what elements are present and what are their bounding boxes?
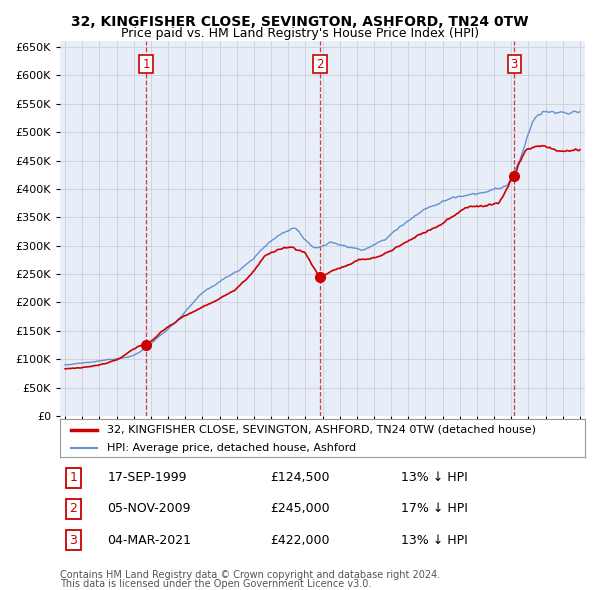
Text: 1: 1 [69,471,77,484]
Text: 2: 2 [316,57,323,71]
Text: 17% ↓ HPI: 17% ↓ HPI [401,502,468,516]
Text: 17-SEP-1999: 17-SEP-1999 [107,471,187,484]
Text: £124,500: £124,500 [270,471,329,484]
Text: 1: 1 [142,57,150,71]
Text: 2: 2 [69,502,77,516]
Text: 32, KINGFISHER CLOSE, SEVINGTON, ASHFORD, TN24 0TW: 32, KINGFISHER CLOSE, SEVINGTON, ASHFORD… [71,15,529,30]
Text: 13% ↓ HPI: 13% ↓ HPI [401,533,468,546]
Text: This data is licensed under the Open Government Licence v3.0.: This data is licensed under the Open Gov… [60,579,371,589]
Text: 32, KINGFISHER CLOSE, SEVINGTON, ASHFORD, TN24 0TW (detached house): 32, KINGFISHER CLOSE, SEVINGTON, ASHFORD… [107,425,536,435]
Text: 04-MAR-2021: 04-MAR-2021 [107,533,191,546]
Text: HPI: Average price, detached house, Ashford: HPI: Average price, detached house, Ashf… [107,442,356,453]
Text: £422,000: £422,000 [270,533,329,546]
Text: 05-NOV-2009: 05-NOV-2009 [107,502,191,516]
Text: Contains HM Land Registry data © Crown copyright and database right 2024.: Contains HM Land Registry data © Crown c… [60,570,440,580]
Text: £245,000: £245,000 [270,502,329,516]
Text: 3: 3 [69,533,77,546]
Text: Price paid vs. HM Land Registry's House Price Index (HPI): Price paid vs. HM Land Registry's House … [121,27,479,40]
Text: 3: 3 [511,57,518,71]
Text: 13% ↓ HPI: 13% ↓ HPI [401,471,468,484]
